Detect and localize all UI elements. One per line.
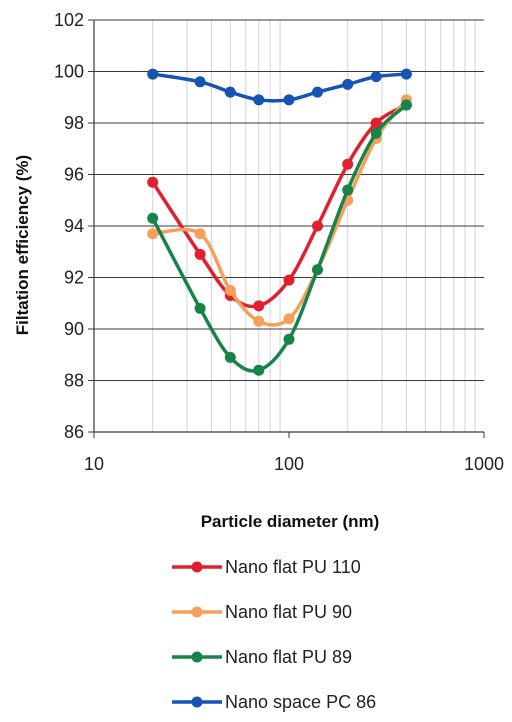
y-tick-label: 88 [64, 371, 84, 391]
series-line [150, 103, 409, 309]
data-point [283, 274, 295, 286]
data-point [311, 220, 323, 232]
data-point [253, 364, 265, 376]
data-point [224, 351, 236, 363]
data-point [194, 228, 206, 240]
grid [94, 19, 484, 433]
data-point [194, 248, 206, 260]
data-point [224, 284, 236, 296]
data-point [311, 86, 323, 98]
data-point [283, 333, 295, 345]
y-tick-label: 94 [64, 216, 84, 236]
legend-swatch-marker [191, 651, 203, 663]
x-tick-label: 10 [84, 454, 104, 474]
data-point [370, 117, 382, 129]
data-point [342, 78, 354, 90]
series-group [147, 68, 412, 376]
x-tick-labels: 10 100 1000 [84, 454, 504, 474]
data-point [253, 94, 265, 106]
data-point [194, 76, 206, 88]
y-tick-labels: 86 88 90 92 94 96 98 100 102 [54, 10, 84, 442]
data-point [253, 300, 265, 312]
data-point [370, 127, 382, 139]
data-point [147, 212, 159, 224]
legend-label: Nano space PC 86 [225, 692, 376, 712]
data-point [147, 228, 159, 240]
legend-swatch-marker [191, 696, 203, 708]
data-point [253, 315, 265, 327]
data-point [311, 264, 323, 276]
x-tick-label: 1000 [464, 454, 504, 474]
legend-item: Nano flat PU 110 [172, 557, 361, 577]
legend-label: Nano flat PU 90 [225, 602, 352, 622]
axes [88, 19, 485, 438]
data-point [342, 184, 354, 196]
x-axis-label: Particle diameter (nm) [201, 512, 380, 531]
series-line [150, 72, 409, 103]
data-point [400, 68, 412, 80]
legend-swatch-marker [191, 606, 203, 618]
legend-label: Nano flat PU 89 [225, 647, 352, 667]
series-4 [147, 68, 412, 106]
legend-item: Nano space PC 86 [172, 692, 376, 712]
legend-label: Nano flat PU 110 [225, 557, 361, 577]
legend-swatch-marker [191, 561, 203, 573]
x-tick-label: 100 [274, 454, 304, 474]
data-point [283, 313, 295, 325]
y-tick-label: 102 [54, 10, 84, 30]
data-point [194, 302, 206, 314]
series-3 [147, 99, 412, 376]
y-tick-label: 92 [64, 268, 84, 288]
data-point [342, 158, 354, 170]
legend-item: Nano flat PU 90 [172, 602, 352, 622]
data-point [400, 99, 412, 111]
y-axis-label: Filtation efficiency (%) [13, 155, 32, 335]
data-point [147, 176, 159, 188]
legend: Nano flat PU 110 Nano flat PU 90 Nano flat… [172, 557, 376, 712]
y-tick-label: 96 [64, 165, 84, 185]
data-point [147, 68, 159, 80]
data-point [283, 94, 295, 106]
series-1 [147, 99, 412, 312]
y-tick-label: 100 [54, 62, 84, 82]
legend-item: Nano flat PU 89 [172, 647, 352, 667]
y-tick-label: 98 [64, 113, 84, 133]
data-point [370, 71, 382, 83]
data-point [224, 86, 236, 98]
y-tick-label: 90 [64, 319, 84, 339]
y-tick-label: 86 [64, 422, 84, 442]
